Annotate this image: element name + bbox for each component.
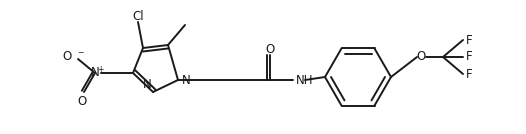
Text: N: N [90, 66, 99, 79]
Text: Cl: Cl [132, 10, 144, 23]
Text: O: O [77, 95, 87, 108]
Text: −: − [77, 49, 83, 57]
Text: F: F [466, 34, 473, 46]
Text: N: N [182, 74, 191, 87]
Text: F: F [466, 68, 473, 81]
Text: F: F [466, 51, 473, 64]
Text: N: N [143, 78, 152, 91]
Text: O: O [417, 51, 426, 64]
Text: O: O [63, 51, 72, 64]
Text: NH: NH [296, 74, 313, 87]
Text: O: O [266, 43, 275, 56]
Text: +: + [97, 64, 103, 74]
